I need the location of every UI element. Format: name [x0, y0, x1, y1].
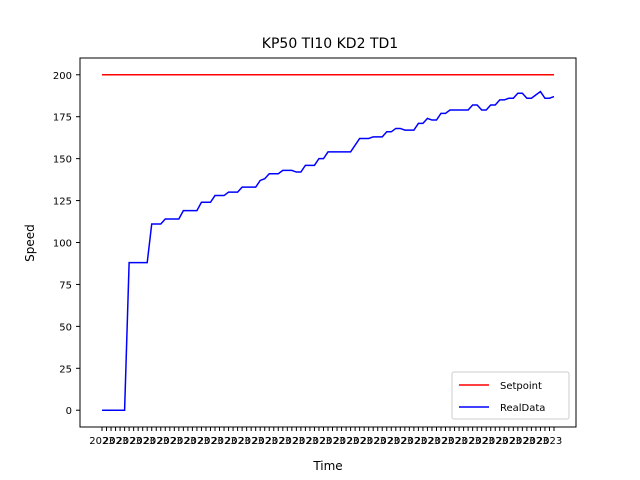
x-tick-label: 2023: [279, 436, 304, 447]
x-tick-label: 2023: [496, 436, 521, 447]
legend: Setpoint RealData: [451, 371, 570, 420]
x-tick-label: 2023: [374, 436, 399, 447]
y-axis: 0 25 50 75 100 125 150 175 200: [53, 71, 80, 417]
x-tick-label: 2023: [523, 436, 548, 447]
plot-lines: [102, 74, 555, 411]
x-tick-label: 2023: [469, 436, 494, 447]
x-tick-label: 2023: [211, 436, 236, 447]
y-tick-label: 100: [53, 239, 72, 250]
series-line-realdata: [102, 90, 555, 411]
x-tick-label: 2023: [537, 436, 562, 447]
x-tick-label: 2023: [455, 436, 480, 447]
x-tick-label: 2023: [510, 436, 535, 447]
legend-realdata-label: RealData: [500, 403, 545, 414]
x-tick-label: 2023: [252, 436, 277, 447]
y-tick-label: 150: [53, 155, 72, 166]
x-tick-label: 2023: [171, 436, 196, 447]
x-tick-label: 2023: [428, 436, 453, 447]
x-tick-label: 2023: [130, 436, 155, 447]
x-tick-label: 2023: [442, 436, 467, 447]
y-tick-label: 175: [53, 113, 72, 124]
y-axis-label: Speed: [23, 224, 37, 262]
y-tick-label: 125: [53, 197, 72, 208]
x-axis-label: Time: [312, 459, 342, 473]
x-tick-label: 2023: [184, 436, 209, 447]
legend-setpoint-label: Setpoint: [500, 381, 542, 392]
chart-title: KP50 TI10 KD2 TD1: [262, 36, 398, 52]
x-tick-label: 2023: [306, 436, 331, 447]
y-tick-label: 200: [53, 71, 72, 82]
x-tick-label: 2023: [347, 436, 372, 447]
x-tick-label: 2023: [483, 436, 508, 447]
x-tick-label: 2023: [198, 436, 223, 447]
x-axis: 2023202320232023202320232023202320232023…: [89, 427, 562, 447]
x-tick-label: 2023: [89, 436, 114, 447]
y-tick-label: 25: [59, 364, 72, 375]
x-tick-label: 2023: [116, 436, 141, 447]
y-tick-label: 50: [59, 322, 72, 333]
x-tick-label: 2023: [388, 436, 413, 447]
x-tick-label: 2023: [415, 436, 440, 447]
y-tick-label: 0: [66, 406, 72, 417]
x-tick-label: 2023: [266, 436, 291, 447]
x-tick-label: 2023: [238, 436, 263, 447]
x-tick-label: 2023: [225, 436, 250, 447]
y-tick-label: 75: [59, 280, 72, 291]
x-tick-label: 2023: [333, 436, 358, 447]
x-tick-label: 2023: [360, 436, 385, 447]
x-tick-label: 2023: [320, 436, 345, 447]
x-tick-label: 2023: [401, 436, 426, 447]
x-tick-label: 2023: [293, 436, 318, 447]
x-tick-label: 2023: [103, 436, 128, 447]
x-tick-label: 2023: [144, 436, 169, 447]
x-tick-label: 2023: [157, 436, 182, 447]
